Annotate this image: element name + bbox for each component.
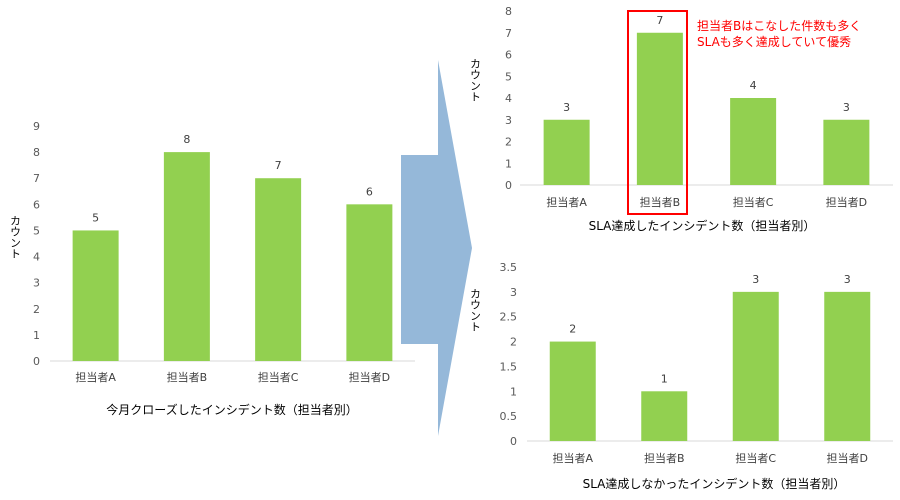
bar-sla-missed-3 xyxy=(732,291,779,441)
bar-closed-4 xyxy=(346,204,393,361)
category-label: 担当者D xyxy=(349,370,390,384)
flow-arrow xyxy=(401,60,472,436)
category-label: 担当者B xyxy=(640,195,681,209)
y-axis-label-closed: カウント xyxy=(9,215,22,259)
y-tick-label: 9 xyxy=(33,120,40,133)
y-tick-label: 2.5 xyxy=(500,311,518,324)
category-label: 担当者D xyxy=(827,451,868,465)
y-tick-label: 3 xyxy=(33,277,40,290)
category-label: 担当者B xyxy=(644,451,685,465)
bar-sla-met-3 xyxy=(730,98,777,185)
chart-title-sla-missed: SLA達成しなかったインシデント数（担当者別） xyxy=(583,476,846,491)
data-label: 2 xyxy=(569,323,576,336)
data-label: 6 xyxy=(366,185,373,198)
category-label: 担当者C xyxy=(733,195,774,209)
category-label: 担当者A xyxy=(552,451,593,465)
annotation-line-1: 担当者Bはこなした件数も多く xyxy=(697,18,861,33)
bar-sla-met-2 xyxy=(636,32,683,185)
bar-sla-missed-1 xyxy=(549,341,596,441)
y-tick-label: 5 xyxy=(505,70,512,83)
bar-sla-met-1 xyxy=(543,119,590,185)
data-label: 1 xyxy=(661,372,668,385)
bar-closed-1 xyxy=(72,230,119,361)
chart-sla-met: 0 1 2 3 4 5 6 7 8 3 担当者A 7 担当者B 4 担当者C 3 担当者D xyxy=(505,5,893,209)
y-tick-label: 7 xyxy=(505,27,512,40)
annotation-line-2: SLAも多く達成していて優秀 xyxy=(697,35,851,49)
y-tick-label: 0 xyxy=(510,435,517,448)
data-label: 3 xyxy=(752,273,759,286)
category-label: 担当者C xyxy=(258,370,299,384)
y-tick-label: 2 xyxy=(33,303,40,316)
y-tick-label: 2 xyxy=(505,136,512,149)
data-label: 3 xyxy=(563,101,570,114)
y-tick-label: 1 xyxy=(505,157,512,170)
chart-sla-missed: 0 0.5 1 1.5 2 2.5 3 3.5 2 担当者A 1 担当者B 3 担当者C 3 担当者D xyxy=(500,261,893,465)
data-label: 5 xyxy=(92,211,99,224)
y-axis-label-sla-missed: カウント xyxy=(469,288,482,332)
chart-closed-incidents: 0 1 2 3 4 5 6 7 8 9 5 担当者A 8 担当者B 7 担当者C 6 担当者D xyxy=(33,120,415,384)
y-tick-label: 6 xyxy=(33,198,40,211)
data-label: 8 xyxy=(183,133,190,146)
data-label: 7 xyxy=(275,159,282,172)
bar-sla-met-4 xyxy=(823,119,870,185)
highlight-box xyxy=(627,10,688,215)
bar-closed-2 xyxy=(163,152,210,361)
y-tick-label: 8 xyxy=(33,146,40,159)
category-label: 担当者A xyxy=(75,370,116,384)
bar-sla-missed-2 xyxy=(641,391,688,441)
chart-title-sla-met: SLA達成したインシデント数（担当者別） xyxy=(589,218,816,233)
chart-title-closed: 今月クローズしたインシデント数（担当者別） xyxy=(106,402,357,417)
y-tick-label: 4 xyxy=(33,251,40,264)
y-tick-label: 5 xyxy=(33,224,40,237)
y-tick-label: 7 xyxy=(33,172,40,185)
y-tick-label: 2 xyxy=(510,336,517,349)
y-tick-label: 1.5 xyxy=(500,360,518,373)
y-tick-label: 6 xyxy=(505,49,512,62)
bar-sla-missed-4 xyxy=(824,291,871,441)
y-tick-label: 4 xyxy=(505,92,512,105)
y-tick-label: 3 xyxy=(505,114,512,127)
data-label: 3 xyxy=(844,273,851,286)
y-tick-label: 3.5 xyxy=(500,261,518,274)
y-tick-label: 1 xyxy=(33,329,40,342)
category-label: 担当者D xyxy=(826,195,867,209)
data-label: 4 xyxy=(750,79,757,92)
y-axis-label-sla-met: カウント xyxy=(469,58,482,102)
category-label: 担当者C xyxy=(735,451,776,465)
category-label: 担当者B xyxy=(167,370,208,384)
y-tick-label: 8 xyxy=(505,5,512,18)
data-label: 3 xyxy=(843,101,850,114)
category-label: 担当者A xyxy=(546,195,587,209)
y-tick-label: 0.5 xyxy=(500,410,518,423)
y-tick-label: 0 xyxy=(505,179,512,192)
y-tick-label: 3 xyxy=(510,286,517,299)
bar-closed-3 xyxy=(255,178,302,361)
y-tick-label: 0 xyxy=(33,355,40,368)
data-label: 7 xyxy=(656,14,663,27)
y-tick-label: 1 xyxy=(510,385,517,398)
